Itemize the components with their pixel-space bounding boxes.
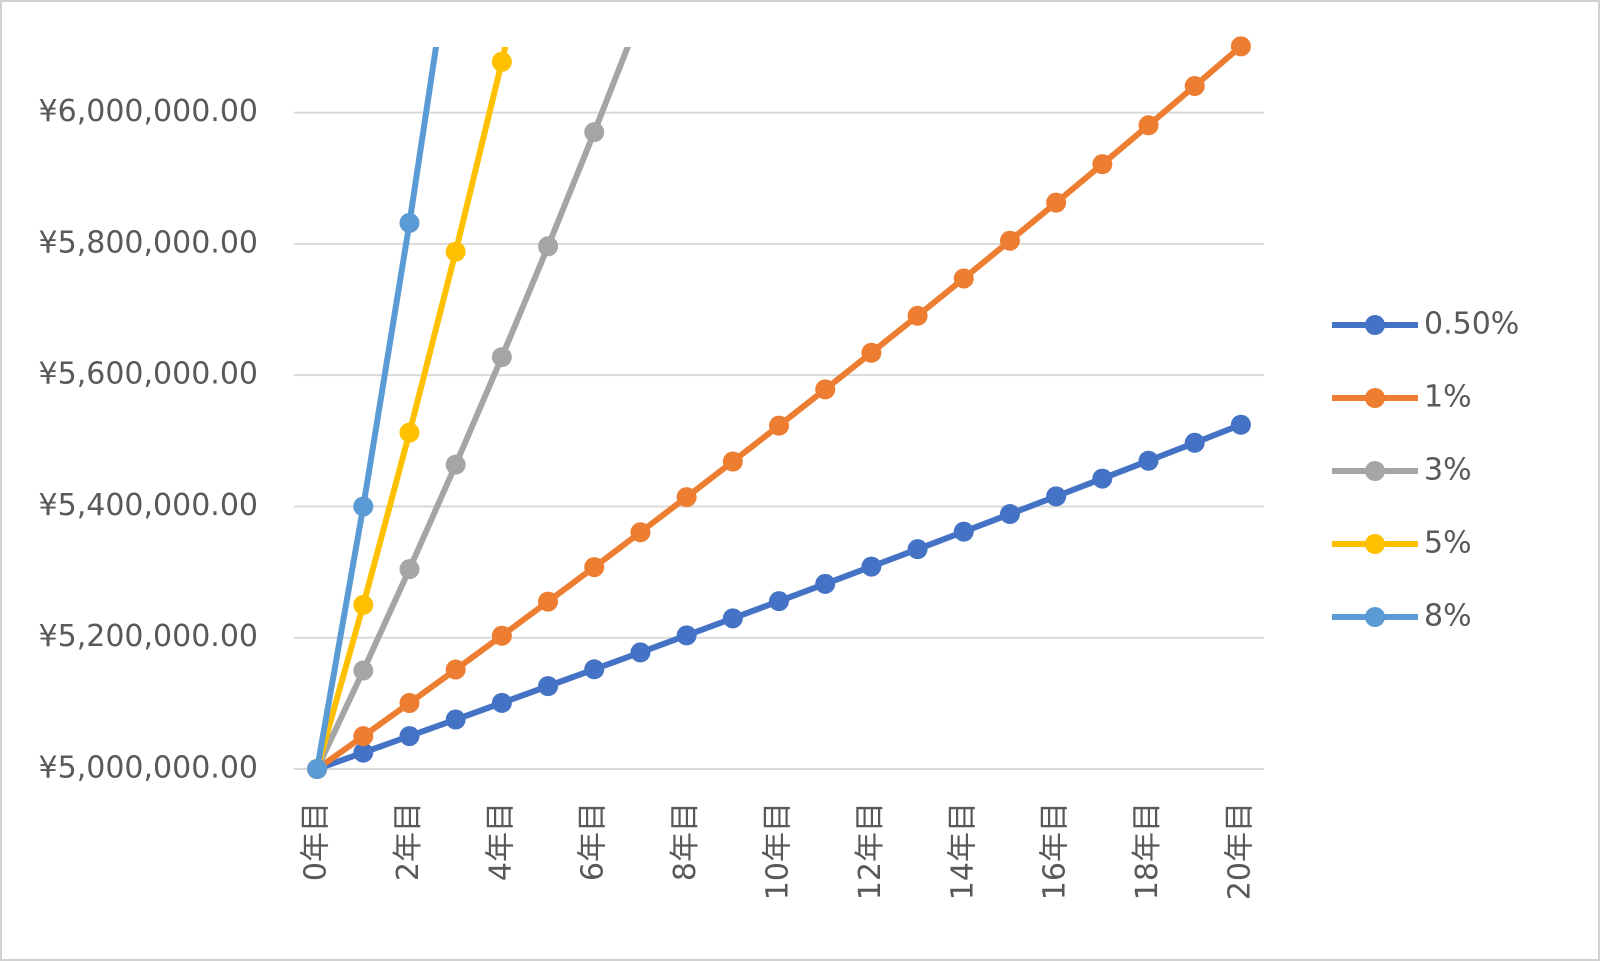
- series-marker: [399, 212, 420, 233]
- series-marker: [584, 557, 605, 578]
- y-tick-label: ¥6,000,000.00: [39, 94, 258, 129]
- series-marker: [445, 659, 466, 680]
- y-tick-label: ¥5,600,000.00: [39, 357, 258, 392]
- x-tick-label: 10年目: [761, 802, 796, 900]
- x-tick-label: 2年目: [391, 802, 426, 881]
- series-marker: [353, 742, 374, 763]
- series-marker: [907, 305, 928, 326]
- x-tick-label: 4年目: [483, 802, 518, 881]
- series-marker: [722, 451, 743, 472]
- series-marker: [445, 241, 466, 262]
- series-marker: [769, 415, 789, 436]
- y-tick-label: ¥5,400,000.00: [39, 488, 258, 523]
- series-marker: [353, 726, 374, 747]
- legend-marker: [1365, 607, 1385, 627]
- series-marker: [1046, 486, 1067, 507]
- series-marker: [815, 379, 836, 400]
- legend-marker: [1365, 461, 1385, 481]
- series-marker: [907, 539, 928, 560]
- legend: 0.50% 1% 3% 5% 8%: [1332, 307, 1519, 634]
- series-marker: [861, 556, 882, 577]
- series-marker: [1230, 414, 1251, 435]
- series-marker: [676, 487, 697, 508]
- series-marker: [353, 660, 374, 681]
- series-marker: [353, 594, 374, 615]
- series-marker: [584, 122, 605, 143]
- legend-label: 0.50%: [1424, 307, 1519, 342]
- series-marker: [953, 521, 974, 542]
- x-tick-label: 0年目: [299, 802, 334, 881]
- series-line: [314, 47, 631, 771]
- legend-label: 3%: [1424, 453, 1472, 488]
- labels: ¥5,000,000.00 ¥5,200,000.00 ¥5,400,000.00 ¥…: [39, 94, 1258, 900]
- series-marker: [630, 642, 651, 663]
- series-marker: [1138, 115, 1159, 136]
- x-tick-label: 6年目: [576, 802, 611, 881]
- series-marker: [491, 51, 512, 72]
- y-tick-label: ¥5,200,000.00: [39, 619, 258, 654]
- series-marker: [1184, 76, 1205, 97]
- x-tick-label: 18年目: [1130, 802, 1165, 900]
- series-marker: [999, 504, 1020, 525]
- series-marker: [1230, 36, 1251, 57]
- series-marker: [399, 422, 420, 443]
- plot-markers: [307, 36, 1251, 779]
- series-marker: [538, 591, 559, 612]
- series-marker: [1184, 432, 1205, 453]
- series-marker: [861, 342, 882, 363]
- series-marker: [399, 726, 420, 747]
- series-marker: [1092, 468, 1113, 489]
- series-marker: [769, 591, 789, 612]
- series-marker: [953, 268, 974, 289]
- x-tick-label: 14年目: [945, 802, 980, 900]
- series-marker: [722, 608, 743, 629]
- series-marker: [538, 236, 559, 257]
- x-tick-label: 16年目: [1038, 802, 1073, 900]
- series-marker: [538, 676, 559, 697]
- series-marker: [1138, 450, 1159, 471]
- legend-marker: [1365, 388, 1385, 408]
- series-marker: [1046, 192, 1067, 213]
- series-marker: [491, 347, 512, 368]
- series-marker: [815, 573, 836, 594]
- series-marker: [491, 625, 512, 646]
- legend-label: 5%: [1424, 526, 1472, 561]
- legend-marker: [1365, 315, 1385, 335]
- x-tick-label: 12年目: [853, 802, 888, 900]
- series-marker: [676, 625, 697, 646]
- y-tick-label: ¥5,000,000.00: [39, 751, 258, 786]
- series-marker: [445, 709, 466, 730]
- series-marker: [1092, 154, 1113, 175]
- series-marker: [307, 759, 328, 779]
- legend-marker: [1365, 534, 1385, 554]
- series-marker: [445, 454, 466, 475]
- series-marker: [353, 496, 374, 517]
- series-marker: [399, 693, 420, 714]
- series-marker: [584, 659, 605, 680]
- series-marker: [999, 230, 1020, 251]
- series-line: [314, 47, 509, 770]
- x-tick-label: 20年目: [1222, 802, 1257, 900]
- legend-label: 1%: [1424, 380, 1472, 415]
- y-tick-label: ¥5,800,000.00: [39, 225, 258, 260]
- series-marker: [399, 559, 420, 580]
- legend-label: 8%: [1424, 599, 1472, 634]
- x-tick-label: 8年目: [668, 802, 703, 881]
- series-marker: [491, 692, 512, 713]
- series-marker: [630, 522, 651, 543]
